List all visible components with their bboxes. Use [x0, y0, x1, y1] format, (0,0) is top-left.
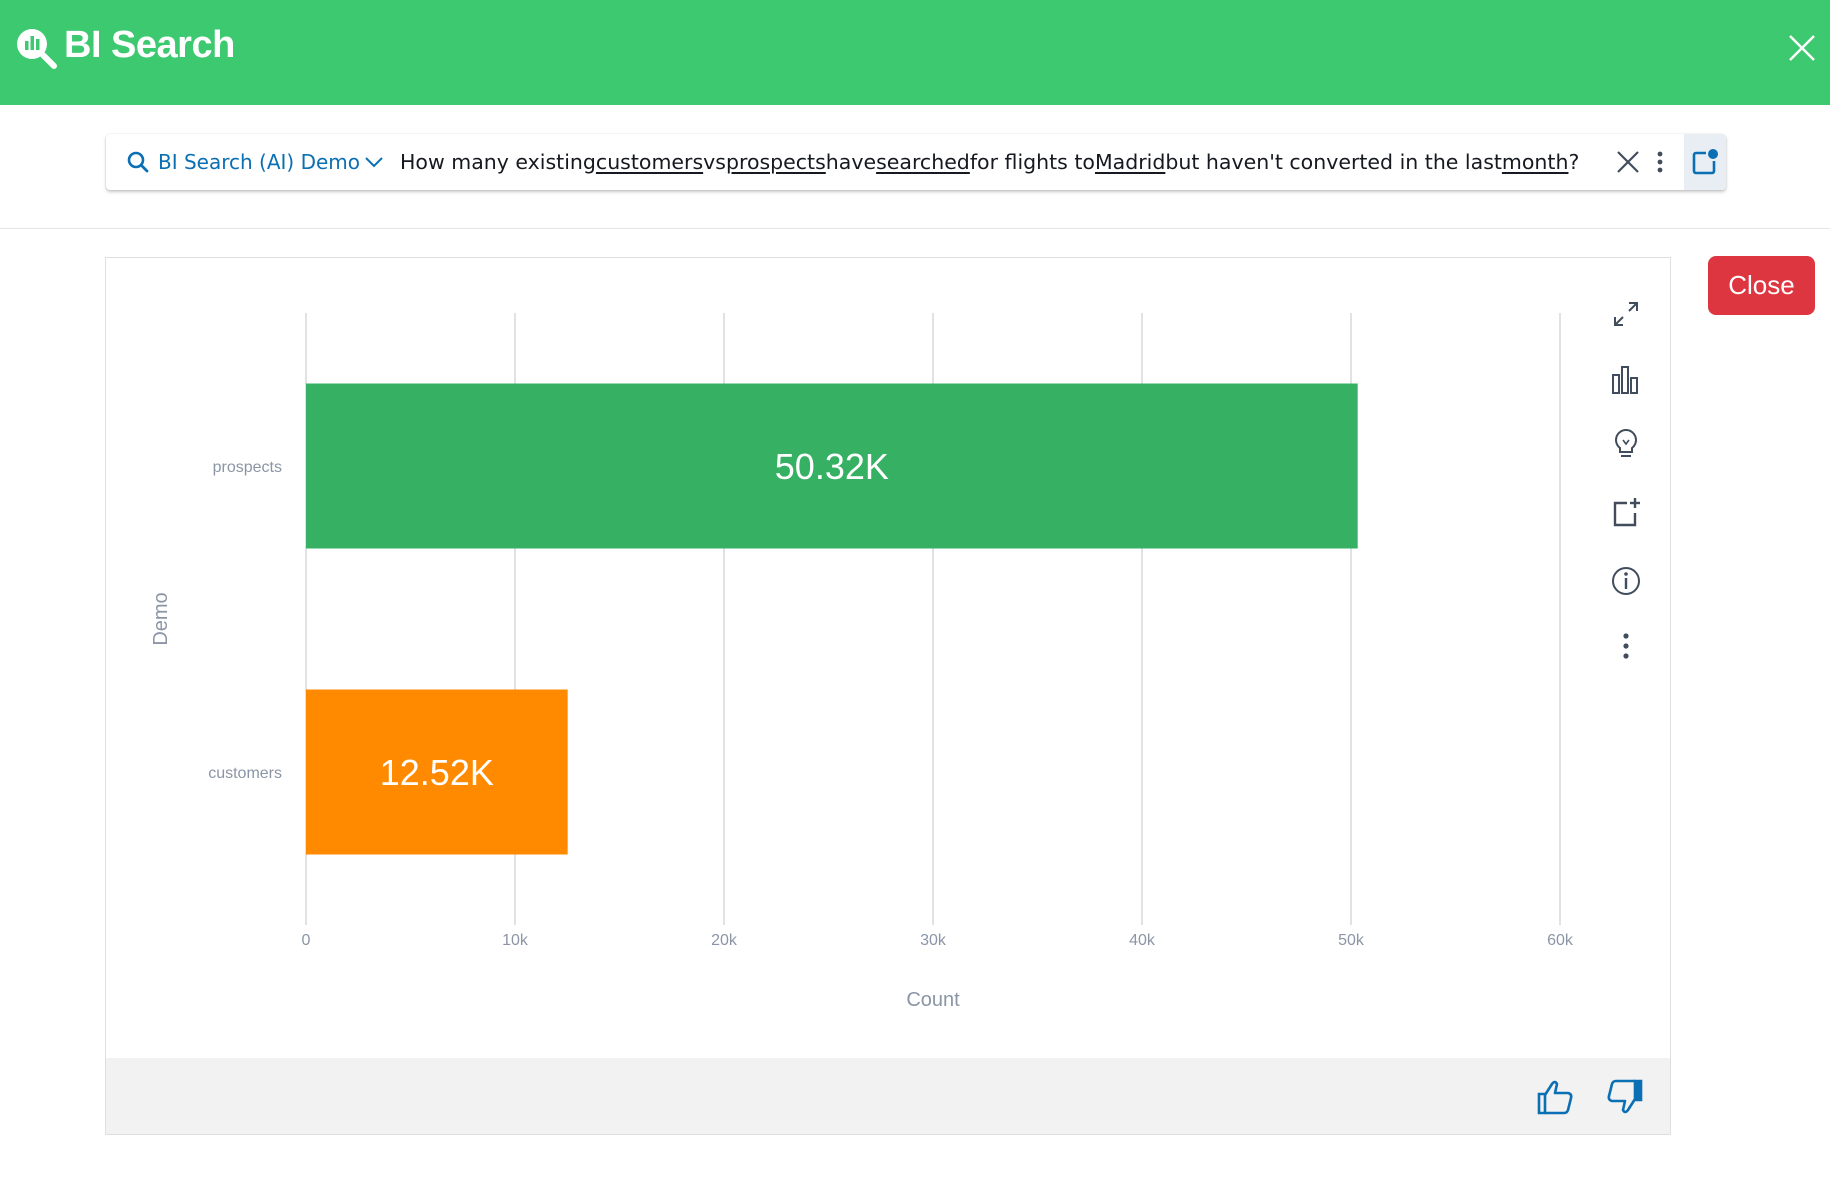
query-keyword[interactable]: Madrid: [1094, 150, 1166, 174]
category-label: customers: [208, 765, 282, 782]
x-tick-label: 50k: [1338, 932, 1365, 949]
x-tick-label: 60k: [1547, 932, 1574, 949]
search-bar: BI Search (AI) Demo How many existing cu…: [106, 134, 1726, 190]
more-vertical-icon: [1623, 633, 1629, 659]
bi-search-logo-icon: [17, 29, 57, 69]
query-text: vs: [703, 150, 726, 174]
query-text: but haven't converted in the last: [1165, 150, 1502, 174]
expand-button[interactable]: [1596, 288, 1656, 340]
source-selector[interactable]: BI Search (AI) Demo: [126, 134, 384, 190]
app-title: BI Search: [64, 24, 235, 66]
more-options-icon[interactable]: [1652, 148, 1668, 176]
lightbulb-icon: [1615, 428, 1637, 457]
query-keyword[interactable]: searched: [876, 150, 970, 174]
thumbs-down-icon[interactable]: [1604, 1076, 1646, 1118]
clear-query-icon[interactable]: [1614, 148, 1642, 176]
bar-chart-icon: [1612, 366, 1638, 394]
expand-icon: [1614, 302, 1638, 326]
divider: [0, 228, 1830, 229]
app-header: BI Search: [0, 0, 1830, 105]
add-to-dashboard-button[interactable]: [1596, 487, 1656, 539]
query-text: ?: [1568, 150, 1580, 174]
x-tick-label: 20k: [711, 932, 738, 949]
query-keyword[interactable]: month: [1501, 150, 1569, 174]
add-to-dashboard-icon: [1613, 498, 1640, 527]
query-input[interactable]: How many existing customers vs prospects…: [400, 134, 1579, 190]
pin-icon: [1692, 149, 1718, 175]
chart-type-button[interactable]: [1596, 354, 1656, 406]
chart-panel: 0 10k 20k 30k 40k 50k 60k prospects 50.32K custom…: [105, 257, 1671, 1135]
y-axis-title: Demo: [150, 592, 172, 645]
bar[interactable]: [306, 689, 568, 855]
bar-value-label: 12.52K: [380, 752, 494, 793]
pin-button[interactable]: [1684, 134, 1726, 190]
query-keyword[interactable]: customers: [595, 150, 704, 174]
query-keyword[interactable]: prospects: [725, 150, 826, 174]
bar-chart: 0 10k 20k 30k 40k 50k 60k prospects 50.32K custom…: [150, 313, 1574, 1011]
x-tick-label: 30k: [920, 932, 947, 949]
x-axis-title: Count: [906, 989, 960, 1011]
query-text: for flights to: [969, 150, 1095, 174]
info-icon: [1612, 567, 1640, 595]
thumbs-up-icon[interactable]: [1534, 1076, 1576, 1118]
chart-more-button[interactable]: [1596, 620, 1656, 672]
x-tick-label: 10k: [502, 932, 529, 949]
info-button[interactable]: [1596, 555, 1656, 607]
bar-value-label: 50.32K: [775, 446, 889, 487]
feedback-bar: [106, 1058, 1670, 1134]
close-button[interactable]: Close: [1708, 256, 1815, 315]
search-icon: [127, 151, 149, 173]
source-selector-label: BI Search (AI) Demo: [158, 150, 361, 174]
insights-button[interactable]: [1596, 418, 1656, 470]
bar[interactable]: [306, 383, 1358, 549]
x-tick-label: 0: [302, 932, 311, 949]
chevron-down-icon: [365, 157, 383, 168]
query-text: have: [825, 150, 877, 174]
query-text: How many existing: [400, 150, 596, 174]
x-tick-label: 40k: [1129, 932, 1156, 949]
close-icon[interactable]: [1786, 32, 1818, 64]
category-label: prospects: [213, 459, 282, 476]
